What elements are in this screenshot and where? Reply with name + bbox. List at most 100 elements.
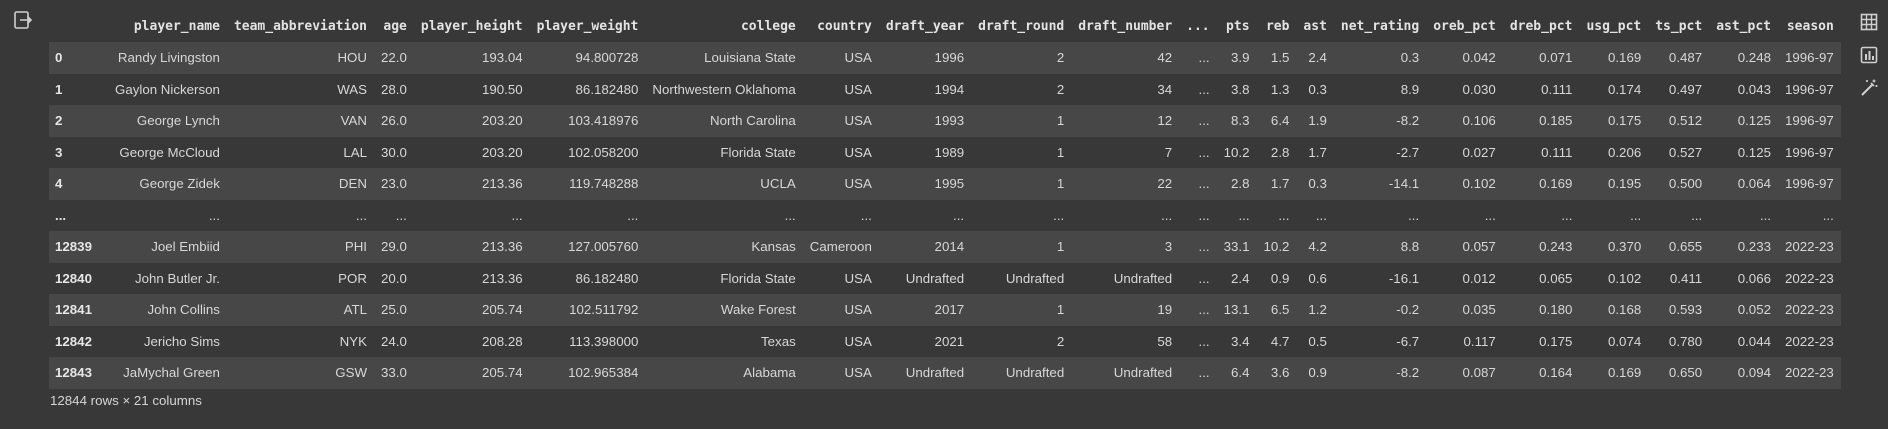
table-cell: -14.1 xyxy=(1388,176,1420,192)
table-cell: 2022-23 xyxy=(1785,270,1834,286)
table-cell: 0.125 xyxy=(1737,144,1771,160)
table-cell: POR xyxy=(338,270,367,286)
table-cell: 1.7 xyxy=(1308,144,1327,160)
table-cell: ... xyxy=(1198,113,1210,129)
table-cell: 42 xyxy=(1157,50,1173,66)
magic-wand-icon[interactable] xyxy=(1857,76,1881,100)
table-cell: 3.4 xyxy=(1231,333,1250,349)
table-cell: 1996-97 xyxy=(1785,50,1834,66)
table-cell: 0.5 xyxy=(1308,333,1327,349)
table-cell: George Zidek xyxy=(139,176,220,192)
index-header xyxy=(49,10,108,42)
dataframe-table-container: player_name team_abbreviation age player_he… xyxy=(49,10,1841,389)
table-cell: 0.030 xyxy=(1462,81,1496,97)
table-cell: ... xyxy=(1315,207,1327,223)
table-cell: 0.248 xyxy=(1737,50,1771,66)
table-cell: 0.6 xyxy=(1308,270,1327,286)
table-cell: ... xyxy=(1822,207,1834,223)
table-row: 2 George Lynch VAN 26.0 203.20 103.418976 Nort… xyxy=(49,105,1841,137)
table-cell: 102.058200 xyxy=(568,144,639,160)
table-cell: Kansas xyxy=(751,239,796,255)
table-cell: 0.117 xyxy=(1463,333,1496,349)
table-cell: 2.4 xyxy=(1308,50,1327,66)
column-header: ... xyxy=(1186,18,1210,34)
table-cell: 1993 xyxy=(934,113,965,129)
table-cell: 22 xyxy=(1157,176,1173,192)
column-header: pts xyxy=(1226,18,1250,34)
table-cell: USA xyxy=(844,270,872,286)
row-index: 1 xyxy=(55,81,63,97)
table-cell: 0.065 xyxy=(1539,270,1573,286)
table-cell: USA xyxy=(844,176,872,192)
table-cell: 19 xyxy=(1157,302,1173,318)
table-cell: 208.28 xyxy=(481,333,523,349)
table-cell: Alabama xyxy=(743,365,796,381)
table-cell: 8.8 xyxy=(1400,239,1420,255)
table-cell: 0.064 xyxy=(1737,176,1771,192)
table-cell: 13.1 xyxy=(1223,302,1250,318)
table-cell: Undrafted xyxy=(1113,270,1173,286)
table-cell: USA xyxy=(844,113,872,129)
table-cell: 0.9 xyxy=(1308,365,1327,381)
table-cell: 28.0 xyxy=(381,81,407,97)
table-cell: 213.36 xyxy=(481,239,523,255)
table-cell: VAN xyxy=(340,113,367,129)
table-cell: 1 xyxy=(1056,302,1065,318)
table-cell: 0.497 xyxy=(1668,81,1703,97)
table-view-icon[interactable] xyxy=(1857,10,1881,34)
table-cell: USA xyxy=(844,365,872,381)
table-cell: 2.8 xyxy=(1270,144,1290,160)
column-header: player_height xyxy=(420,18,523,34)
table-cell: George McCloud xyxy=(119,144,220,160)
column-header: ast xyxy=(1303,18,1327,34)
chart-suggest-icon[interactable] xyxy=(1857,43,1881,67)
column-header: usg_pct xyxy=(1586,18,1642,34)
table-cell: 205.74 xyxy=(481,302,523,318)
table-cell: 33.0 xyxy=(381,365,407,381)
table-cell: ... xyxy=(1198,333,1210,349)
table-cell: 10.2 xyxy=(1223,144,1250,160)
table-cell: Texas xyxy=(761,333,796,349)
row-index: 12842 xyxy=(55,333,92,349)
row-index: 12843 xyxy=(55,365,92,381)
table-cell: 1 xyxy=(1056,176,1065,192)
table-cell: USA xyxy=(844,144,872,160)
table-cell: 23.0 xyxy=(381,176,407,192)
table-cell: Undrafted xyxy=(905,270,965,286)
table-cell: 2017 xyxy=(934,302,965,318)
row-index: 2 xyxy=(55,113,63,129)
dataframe-table: player_name team_abbreviation age player_he… xyxy=(49,10,1841,389)
table-cell: 0.169 xyxy=(1607,365,1642,381)
table-cell: 94.800728 xyxy=(575,50,639,66)
table-cell: USA xyxy=(844,50,872,66)
table-row: 1 Gaylon Nickerson WAS 28.0 190.50 86.182480 N… xyxy=(49,73,1841,105)
table-cell: 0.500 xyxy=(1668,176,1703,192)
table-cell: 0.035 xyxy=(1462,302,1496,318)
table-cell: ... xyxy=(1198,207,1210,223)
table-cell: Wake Forest xyxy=(720,302,796,318)
output-toggle-icon[interactable] xyxy=(12,9,34,31)
table-cell: 2022-23 xyxy=(1785,333,1834,349)
row-index: 12841 xyxy=(55,302,92,318)
table-cell: 0.071 xyxy=(1539,50,1573,66)
table-cell: 7 xyxy=(1164,144,1173,160)
table-cell: NYK xyxy=(339,333,367,349)
table-cell: 8.3 xyxy=(1231,113,1250,129)
table-cell: -6.7 xyxy=(1396,333,1420,349)
table-cell: 0.175 xyxy=(1539,333,1573,349)
table-cell: 0.043 xyxy=(1737,81,1771,97)
table-cell: 25.0 xyxy=(381,302,407,318)
column-header: player_weight xyxy=(536,18,639,34)
table-cell: 3.8 xyxy=(1231,81,1250,97)
table-cell: ... xyxy=(1198,365,1210,381)
table-cell: 0.094 xyxy=(1737,365,1771,381)
table-cell: 213.36 xyxy=(481,270,523,286)
table-cell: ... xyxy=(627,207,639,223)
table-cell: 0.169 xyxy=(1607,50,1642,66)
table-cell: 127.005760 xyxy=(568,239,639,255)
table-cell: ... xyxy=(395,207,407,223)
table-body: 0 Randy Livingston HOU 22.0 193.04 94.800728 L… xyxy=(49,42,1841,389)
table-cell: 0.411 xyxy=(1669,270,1703,286)
table-cell: 0.102 xyxy=(1607,270,1642,286)
table-cell: ... xyxy=(784,207,796,223)
